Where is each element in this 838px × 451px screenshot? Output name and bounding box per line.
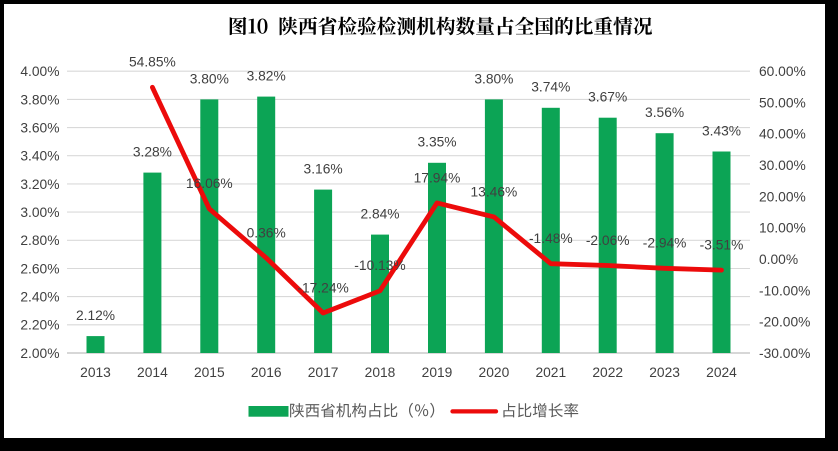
svg-text:3.40%: 3.40% [20,149,59,164]
svg-text:3.43%: 3.43% [702,123,741,138]
svg-text:3.56%: 3.56% [645,105,684,120]
svg-text:2013: 2013 [80,365,111,380]
svg-text:3.20%: 3.20% [20,177,59,192]
svg-text:40.00%: 40.00% [759,127,806,142]
svg-text:3.60%: 3.60% [20,121,59,136]
svg-text:2020: 2020 [479,365,510,380]
svg-text:2021: 2021 [535,365,566,380]
svg-text:3.16%: 3.16% [304,162,343,177]
svg-text:3.80%: 3.80% [20,92,59,107]
svg-text:-2.06%: -2.06% [586,233,630,248]
svg-text:20.00%: 20.00% [759,189,806,204]
svg-text:-2.94%: -2.94% [643,236,687,251]
svg-text:-30.00%: -30.00% [759,346,810,361]
svg-text:2014: 2014 [137,365,168,380]
svg-text:2.40%: 2.40% [20,290,59,305]
svg-text:2.80%: 2.80% [20,233,59,248]
svg-text:17.94%: 17.94% [414,170,461,185]
svg-text:2.84%: 2.84% [360,207,399,222]
svg-text:3.80%: 3.80% [190,71,229,86]
svg-text:2.20%: 2.20% [20,318,59,333]
svg-text:3.00%: 3.00% [20,205,59,220]
svg-text:54.85%: 54.85% [129,55,176,70]
svg-text:2015: 2015 [194,365,225,380]
svg-text:2022: 2022 [592,365,623,380]
svg-text:2016: 2016 [251,365,282,380]
svg-text:3.28%: 3.28% [133,145,172,160]
svg-text:-10.00%: -10.00% [759,283,810,298]
svg-text:2.60%: 2.60% [20,261,59,276]
svg-text:0.36%: 0.36% [247,225,286,240]
svg-text:-3.51%: -3.51% [700,238,744,253]
svg-text:3.74%: 3.74% [531,80,570,95]
svg-text:50.00%: 50.00% [759,95,806,110]
svg-text:4.00%: 4.00% [20,64,59,79]
svg-text:-10.13%: -10.13% [354,258,405,273]
svg-text:2.12%: 2.12% [76,308,115,323]
svg-text:2018: 2018 [365,365,396,380]
svg-text:-17.24%: -17.24% [297,280,348,295]
svg-text:2023: 2023 [649,365,680,380]
svg-text:13.46%: 13.46% [471,184,518,199]
svg-text:3.80%: 3.80% [474,71,513,86]
svg-text:30.00%: 30.00% [759,158,806,173]
svg-text:-20.00%: -20.00% [759,315,810,330]
svg-text:10.00%: 10.00% [759,221,806,236]
svg-text:60.00%: 60.00% [759,64,806,79]
svg-text:2024: 2024 [706,365,737,380]
svg-text:2019: 2019 [422,365,453,380]
svg-text:-1.48%: -1.48% [529,231,573,246]
svg-text:2017: 2017 [308,365,339,380]
svg-text:3.82%: 3.82% [247,69,286,84]
svg-text:2.00%: 2.00% [20,346,59,361]
svg-text:3.35%: 3.35% [417,135,456,150]
svg-text:16.06%: 16.06% [186,176,233,191]
svg-text:3.67%: 3.67% [588,90,627,105]
svg-text:0.00%: 0.00% [759,252,798,267]
